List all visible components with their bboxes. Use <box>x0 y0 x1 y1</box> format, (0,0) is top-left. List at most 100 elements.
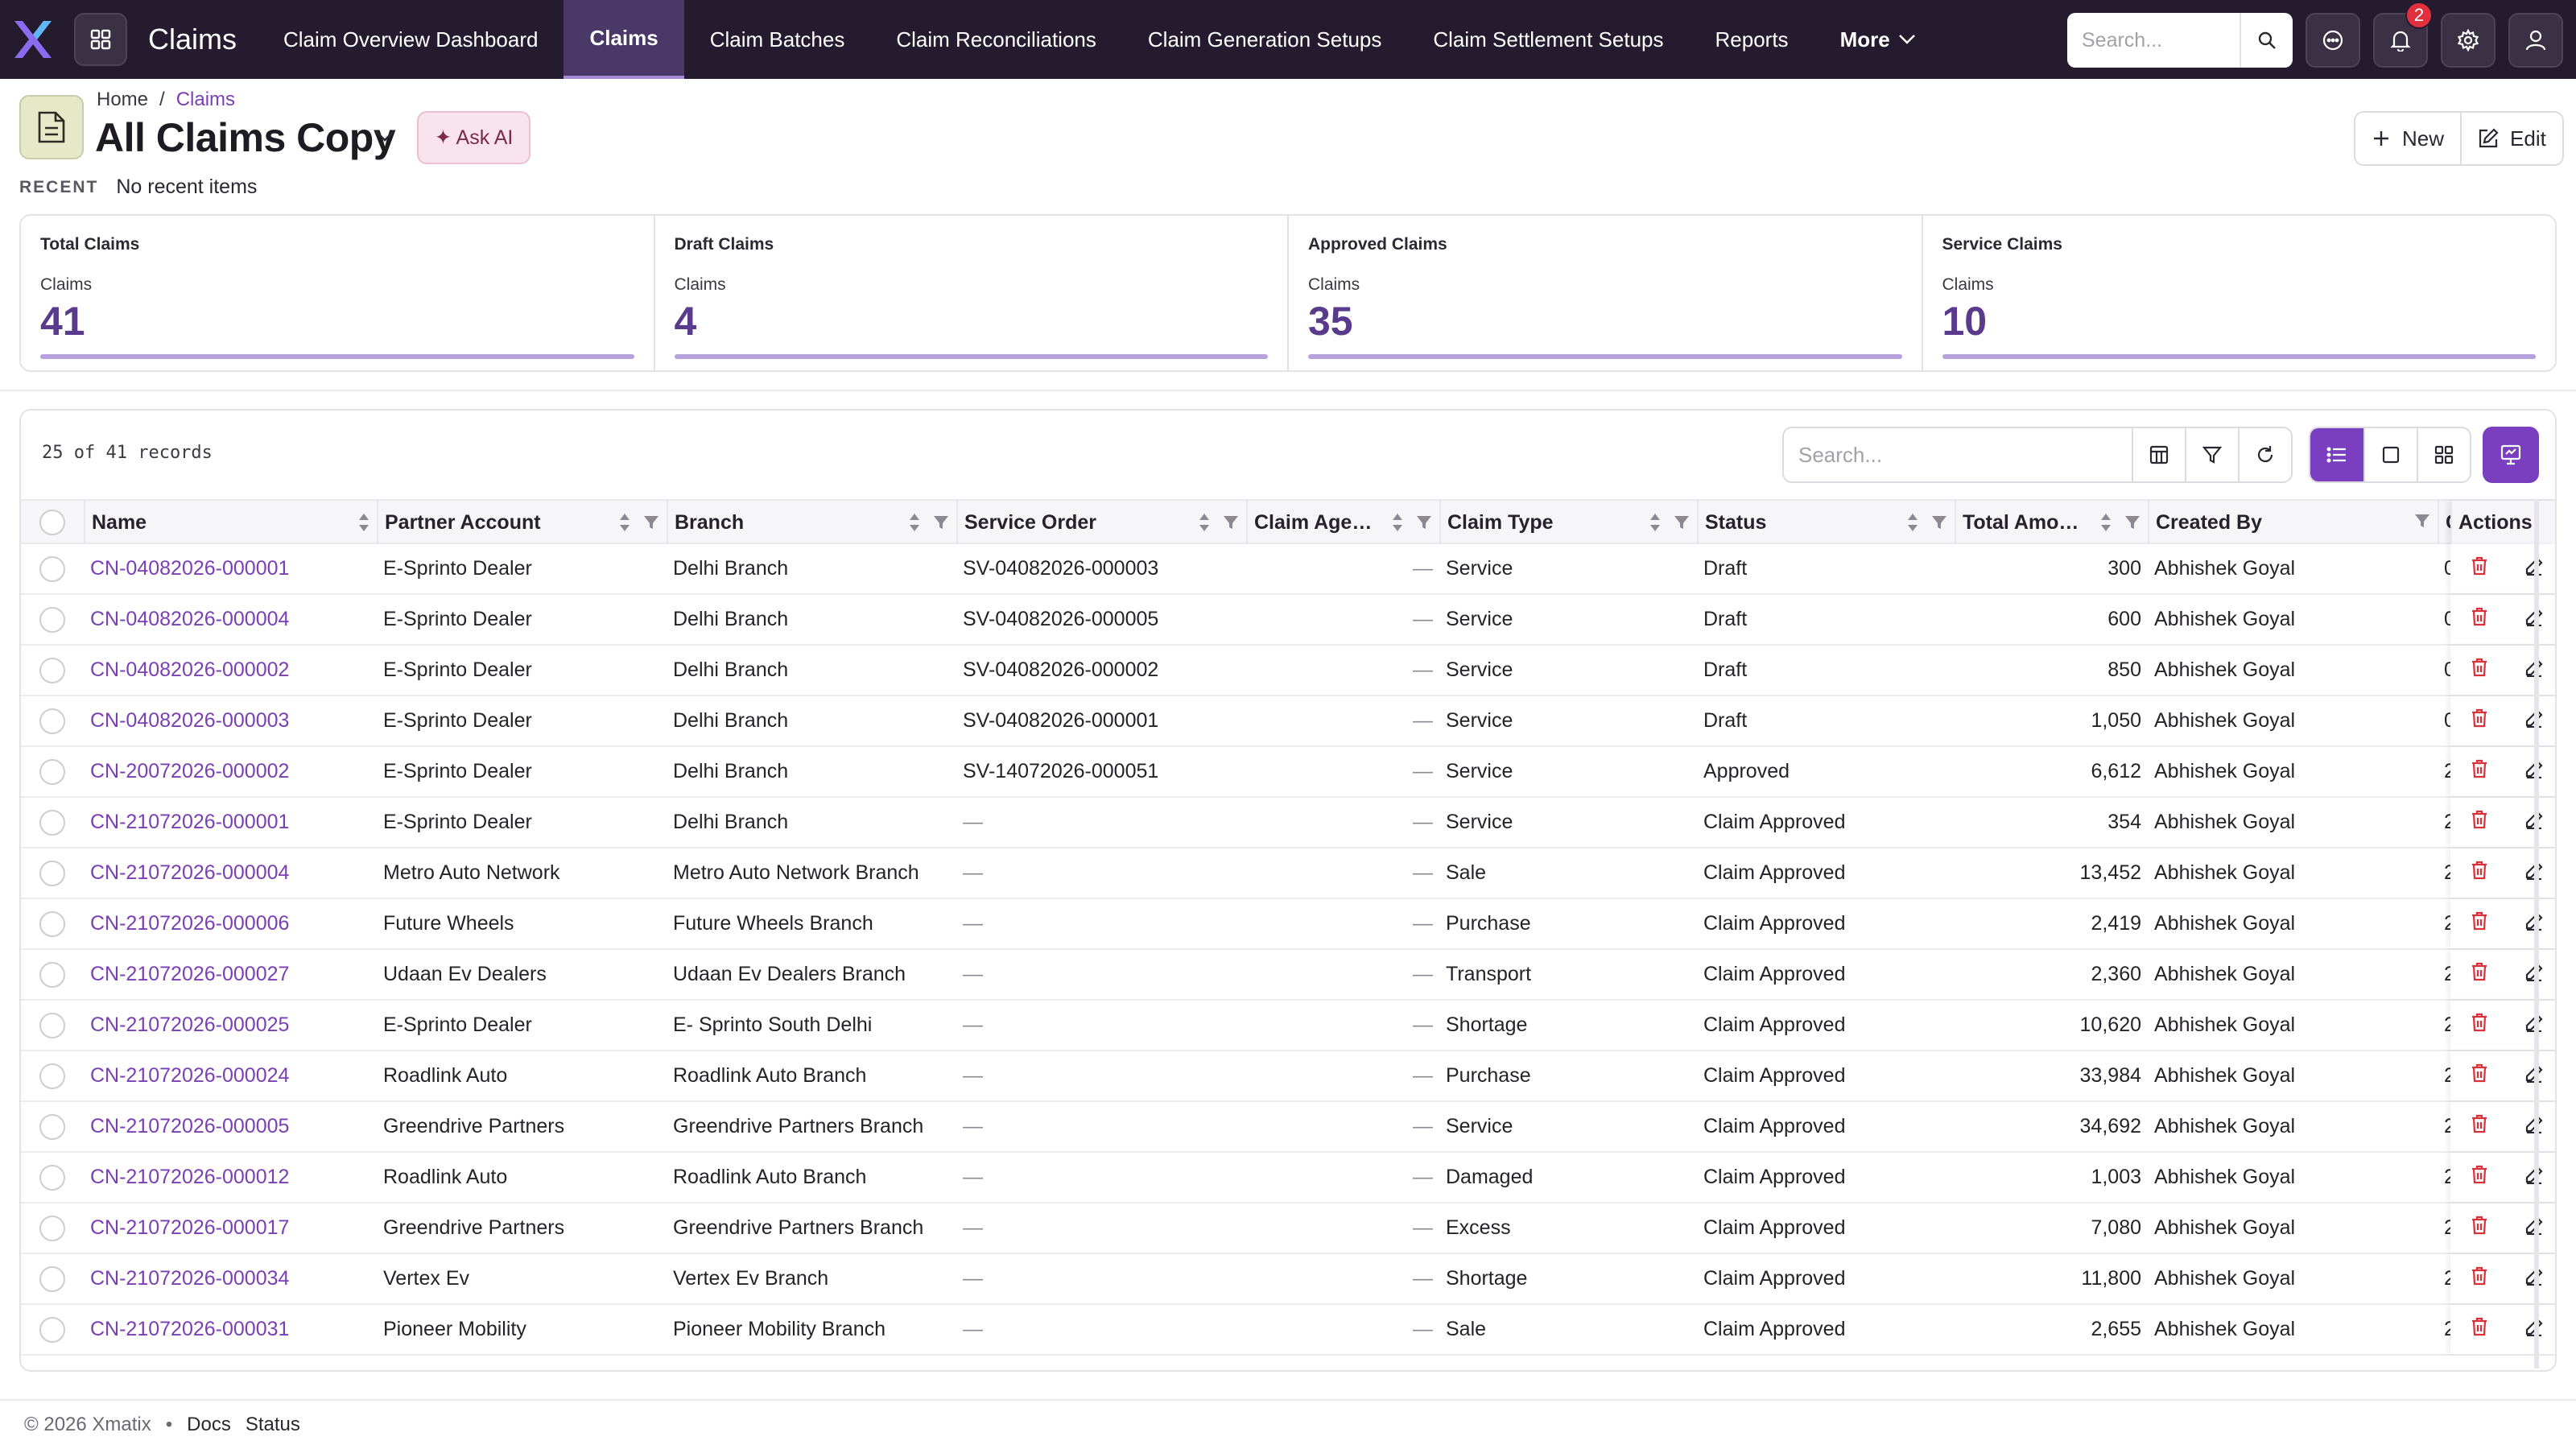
claim-name-link[interactable]: CN-21072026-000027 <box>90 963 290 985</box>
table-row[interactable]: CN-21072026-000027 Udaan Ev Dealers Udaan … <box>21 950 2555 1001</box>
row-checkbox[interactable] <box>39 1063 65 1089</box>
nav-claim-reconciliations[interactable]: Claim Reconciliations <box>896 27 1096 52</box>
app-launcher-button[interactable] <box>74 13 127 66</box>
table-search-input[interactable]: Search... <box>1798 442 1883 467</box>
sort-icon[interactable] <box>618 512 631 533</box>
table-row[interactable]: CN-20072026-000002 E-Sprinto Dealer Delhi … <box>21 747 2555 798</box>
nav-claims[interactable]: Claims <box>564 0 684 79</box>
claim-name-link[interactable]: CN-21072026-000024 <box>90 1064 290 1087</box>
edit-button[interactable]: Edit <box>2460 113 2562 164</box>
summary-card-service-claims[interactable]: Service Claims Claims 10 <box>1921 216 2556 370</box>
xmatix-logo-icon[interactable] <box>11 18 55 61</box>
column-header-claim-age[interactable]: Claim Age… <box>1246 501 1439 544</box>
delete-row-button[interactable] <box>2470 1164 2489 1191</box>
column-header-status[interactable]: Status <box>1697 501 1955 544</box>
global-search[interactable]: Search... <box>2067 13 2293 68</box>
table-row[interactable]: CN-21072026-000024 Roadlink Auto Roadlink … <box>21 1051 2555 1102</box>
row-checkbox[interactable] <box>39 758 65 785</box>
table-row[interactable]: CN-21072026-000005 Greendrive Partners Gre… <box>21 1102 2555 1153</box>
grid-view-button[interactable] <box>2417 428 2470 481</box>
delete-row-button[interactable] <box>2470 657 2489 683</box>
delete-row-button[interactable] <box>2470 1215 2489 1241</box>
claim-name-link[interactable]: CN-21072026-000001 <box>90 811 290 833</box>
claim-name-link[interactable]: CN-21072026-000034 <box>90 1267 290 1290</box>
row-checkbox[interactable] <box>39 606 65 633</box>
row-checkbox[interactable] <box>39 1316 65 1343</box>
table-row[interactable]: CN-21072026-000025 E-Sprinto Dealer E- Spr… <box>21 1001 2555 1051</box>
delete-row-button[interactable] <box>2470 961 2489 988</box>
list-view-button[interactable] <box>2310 428 2363 481</box>
table-row[interactable]: CN-04082026-000004 E-Sprinto Dealer Delhi … <box>21 595 2555 646</box>
column-header-name[interactable]: Name <box>84 501 377 544</box>
settings-button[interactable] <box>2441 13 2496 68</box>
new-button[interactable]: New <box>2355 113 2460 164</box>
claim-name-link[interactable]: CN-04082026-000004 <box>90 608 290 630</box>
ask-ai-button[interactable]: ✦ Ask AI <box>417 111 531 164</box>
table-row[interactable]: CN-04082026-000002 E-Sprinto Dealer Delhi … <box>21 646 2555 696</box>
sort-icon[interactable] <box>1649 512 1662 533</box>
row-checkbox[interactable] <box>39 657 65 683</box>
sort-icon[interactable] <box>2099 512 2112 533</box>
column-filter-icon[interactable] <box>1222 514 1240 531</box>
delete-row-button[interactable] <box>2470 1012 2489 1038</box>
table-row[interactable]: CN-21072026-000031 Pioneer Mobility Pionee… <box>21 1305 2555 1356</box>
row-checkbox[interactable] <box>39 1215 65 1241</box>
nav-claim-generation-setups[interactable]: Claim Generation Setups <box>1147 27 1382 52</box>
breadcrumb-current[interactable]: Claims <box>175 89 236 110</box>
sort-icon[interactable] <box>357 512 370 533</box>
delete-row-button[interactable] <box>2470 1316 2489 1343</box>
column-header-created-by[interactable]: Created By <box>2148 501 2438 544</box>
table-row[interactable]: CN-04082026-000003 E-Sprinto Dealer Delhi … <box>21 696 2555 747</box>
row-checkbox[interactable] <box>39 910 65 937</box>
summary-card-draft-claims[interactable]: Draft Claims Claims 4 <box>653 216 1288 370</box>
breadcrumb-home[interactable]: Home <box>97 89 149 110</box>
column-filter-icon[interactable] <box>1673 514 1690 531</box>
delete-row-button[interactable] <box>2470 606 2489 633</box>
table-row[interactable]: CN-21072026-000001 E-Sprinto Dealer Delhi … <box>21 798 2555 848</box>
sort-icon[interactable] <box>1906 512 1919 533</box>
chat-button[interactable] <box>2306 13 2360 68</box>
column-filter-icon[interactable] <box>1415 514 1433 531</box>
sort-icon[interactable] <box>1198 512 1211 533</box>
delete-row-button[interactable] <box>2470 1113 2489 1140</box>
column-filter-icon[interactable] <box>2124 514 2141 531</box>
claim-name-link[interactable]: CN-21072026-000031 <box>90 1318 290 1340</box>
nav-claim-batches[interactable]: Claim Batches <box>709 27 845 52</box>
column-filter-icon[interactable] <box>932 514 950 531</box>
global-search-input[interactable]: Search... <box>2082 28 2163 52</box>
row-checkbox[interactable] <box>39 555 65 582</box>
column-header-branch[interactable]: Branch <box>667 501 956 544</box>
notifications-button[interactable]: 2 <box>2373 2 2433 68</box>
delete-row-button[interactable] <box>2470 555 2489 582</box>
row-checkbox[interactable] <box>39 1164 65 1191</box>
claim-name-link[interactable]: CN-04082026-000001 <box>90 557 290 580</box>
claim-name-link[interactable]: CN-04082026-000003 <box>90 709 290 732</box>
delete-row-button[interactable] <box>2470 1063 2489 1089</box>
select-all-checkbox[interactable] <box>39 510 65 535</box>
global-search-button[interactable] <box>2240 13 2293 68</box>
summary-card-total-claims[interactable]: Total Claims Claims 41 <box>21 216 654 370</box>
row-checkbox[interactable] <box>39 860 65 886</box>
claim-name-link[interactable]: CN-21072026-000012 <box>90 1166 290 1188</box>
row-checkbox[interactable] <box>39 1012 65 1038</box>
nav-reports[interactable]: Reports <box>1715 27 1789 52</box>
column-filter-icon[interactable] <box>642 514 660 531</box>
nav-claim-overview-dashboard[interactable]: Claim Overview Dashboard <box>283 27 539 52</box>
table-row[interactable]: CN-21072026-000012 Roadlink Auto Roadlink … <box>21 1153 2555 1203</box>
column-header-total-amount[interactable]: Total Amo… <box>1955 501 2148 544</box>
table-row[interactable]: CN-21072026-000034 Vertex Ev Vertex Ev Bra… <box>21 1254 2555 1305</box>
delete-row-button[interactable] <box>2470 910 2489 937</box>
table-row[interactable]: CN-21072026-000004 Metro Auto Network Metr… <box>21 848 2555 899</box>
delete-row-button[interactable] <box>2470 758 2489 785</box>
claim-name-link[interactable]: CN-21072026-000005 <box>90 1115 290 1137</box>
card-view-button[interactable] <box>2363 428 2417 481</box>
delete-row-button[interactable] <box>2470 809 2489 836</box>
column-filter-icon[interactable] <box>2413 512 2431 530</box>
sort-icon[interactable] <box>908 512 921 533</box>
row-checkbox[interactable] <box>39 1113 65 1140</box>
table-row[interactable]: CN-21072026-000017 Greendrive Partners Gre… <box>21 1203 2555 1254</box>
view-switcher-chevron-icon[interactable] <box>374 129 396 143</box>
filter-button[interactable] <box>2185 428 2238 481</box>
summary-card-approved-claims[interactable]: Approved Claims Claims 35 <box>1287 216 1922 370</box>
column-header-service-order[interactable]: Service Order <box>956 501 1246 544</box>
